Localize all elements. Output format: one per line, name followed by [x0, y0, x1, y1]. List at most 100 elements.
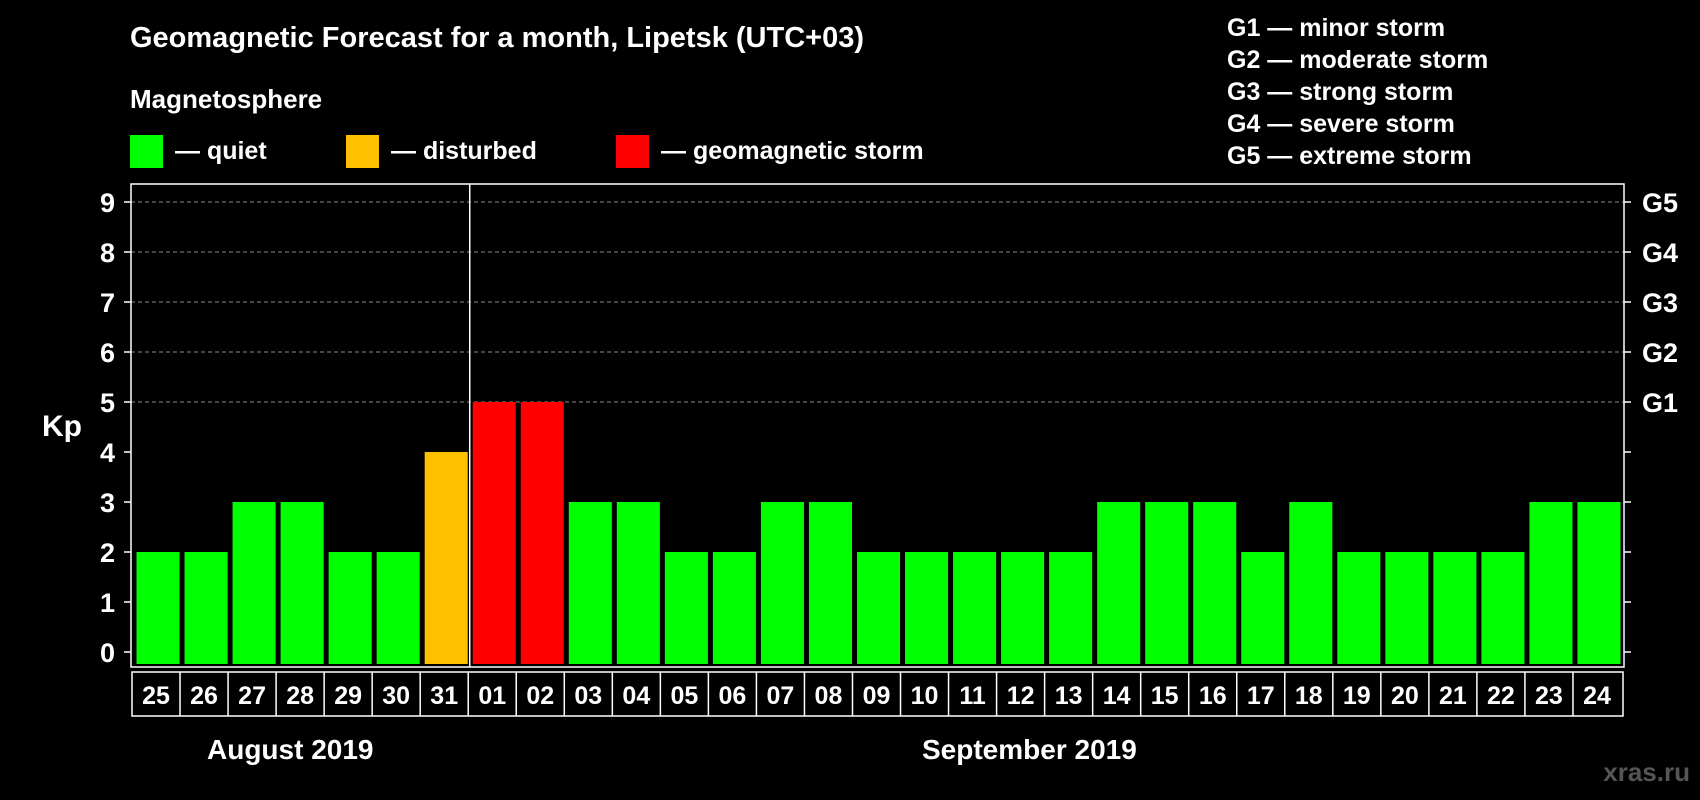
storm-level-g3: G3 — strong storm: [1227, 78, 1454, 106]
legend-item-disturbed: — disturbed: [346, 134, 537, 168]
y-tick-label: 5: [100, 388, 115, 418]
right-axis-label: G3: [1642, 288, 1678, 318]
bar: [905, 552, 949, 664]
bar: [1385, 552, 1429, 664]
bar: [1241, 552, 1285, 664]
bar: [1193, 502, 1237, 664]
x-tick-label: 23: [1535, 682, 1563, 710]
bar: [1097, 502, 1141, 664]
bar: [184, 552, 228, 664]
bar: [808, 502, 852, 664]
chart-title: Geomagnetic Forecast for a month, Lipets…: [130, 22, 865, 54]
x-tick-label: 18: [1295, 682, 1323, 710]
bar: [1289, 502, 1333, 664]
legend-label-disturbed: — disturbed: [391, 136, 537, 165]
x-tick-label: 26: [190, 682, 218, 710]
x-tick-label: 11: [959, 682, 986, 710]
x-tick-label: 30: [382, 682, 410, 710]
bar: [760, 502, 804, 664]
x-tick-label: 31: [430, 682, 458, 710]
x-tick-label: 03: [574, 682, 602, 710]
bar: [712, 552, 756, 664]
x-tick-label: 29: [334, 682, 362, 710]
y-tick-label: 4: [100, 438, 115, 468]
bar: [1145, 502, 1189, 664]
bar: [136, 552, 180, 664]
storm-level-legend: G1 — minor storm G2 — moderate storm G3 …: [1227, 12, 1488, 172]
x-tick-label: 02: [526, 682, 554, 710]
legend-swatch-disturbed: [346, 134, 379, 168]
month-label-august: August 2019: [207, 734, 374, 765]
bar: [280, 502, 324, 664]
bar: [472, 402, 516, 664]
y-axis-label: Kp: [42, 410, 82, 443]
bar: [1529, 502, 1573, 664]
y-tick-label: 3: [100, 488, 115, 518]
x-tick-label: 24: [1583, 682, 1611, 710]
legend-item-storm: — geomagnetic storm: [616, 134, 924, 168]
x-tick-label: 16: [1199, 682, 1227, 710]
x-tick-label: 27: [238, 682, 266, 710]
x-tick-label: 20: [1391, 682, 1419, 710]
bar: [664, 552, 708, 664]
bar: [520, 402, 564, 664]
legend-label-storm: — geomagnetic storm: [661, 136, 924, 165]
bar: [856, 552, 901, 664]
x-tick-label: 13: [1055, 682, 1083, 710]
x-tick-label: 12: [1007, 682, 1035, 710]
y-tick-label: 6: [100, 338, 115, 368]
x-tick-label: 28: [286, 682, 314, 710]
y-tick-label: 8: [100, 238, 115, 268]
legend-label-quiet: — quiet: [175, 136, 267, 165]
x-tick-label: 14: [1103, 682, 1131, 710]
x-tick-label: 08: [815, 682, 843, 710]
bar: [1577, 502, 1621, 664]
x-tick-label: 04: [622, 682, 650, 710]
right-axis-label: G4: [1642, 238, 1678, 268]
date-row: [131, 671, 1624, 717]
storm-level-g5: G5 — extreme storm: [1227, 142, 1472, 170]
legend-heading: Magnetosphere: [130, 84, 323, 114]
x-tick-label: 15: [1151, 682, 1179, 710]
bar: [616, 502, 660, 664]
x-tick-label: 06: [718, 682, 746, 710]
x-tick-label: 05: [670, 682, 698, 710]
bar: [953, 552, 997, 664]
storm-level-g1: G1 — minor storm: [1227, 14, 1446, 42]
x-tick-label: 21: [1439, 682, 1467, 710]
x-tick-label: 09: [863, 682, 891, 710]
legend-swatch-quiet: [130, 134, 163, 168]
x-tick-label: 25: [142, 682, 170, 710]
bar: [1481, 552, 1525, 664]
bar: [1049, 552, 1093, 664]
bar: [376, 552, 420, 664]
bar: [1001, 552, 1045, 664]
bar: [328, 552, 372, 664]
storm-level-g2: G2 — moderate storm: [1227, 46, 1489, 74]
bar: [1337, 552, 1381, 664]
bar: [424, 452, 468, 664]
right-axis-label: G2: [1642, 338, 1678, 368]
bar: [232, 502, 276, 664]
y-tick-label: 0: [100, 638, 115, 668]
x-tick-label: 01: [478, 682, 506, 710]
y-tick-label: 9: [100, 188, 115, 218]
storm-level-g4: G4 — severe storm: [1227, 110, 1455, 138]
plot-frame: [130, 183, 1625, 668]
x-tick-label: 19: [1343, 682, 1371, 710]
watermark: xras.ru: [1603, 757, 1690, 787]
bar: [1433, 552, 1477, 664]
legend-swatch-storm: [616, 134, 649, 168]
x-tick-label: 22: [1487, 682, 1515, 710]
bar: [568, 502, 612, 664]
y-tick-label: 2: [100, 538, 115, 568]
x-tick-label: 10: [911, 682, 939, 710]
legend-item-quiet: — quiet: [130, 134, 267, 168]
right-axis-label: G5: [1642, 188, 1678, 218]
y-tick-label: 7: [100, 288, 115, 318]
right-axis-label: G1: [1642, 388, 1678, 418]
y-tick-label: 1: [100, 588, 115, 618]
x-tick-label: 17: [1247, 682, 1275, 710]
month-label-september: September 2019: [922, 734, 1137, 765]
